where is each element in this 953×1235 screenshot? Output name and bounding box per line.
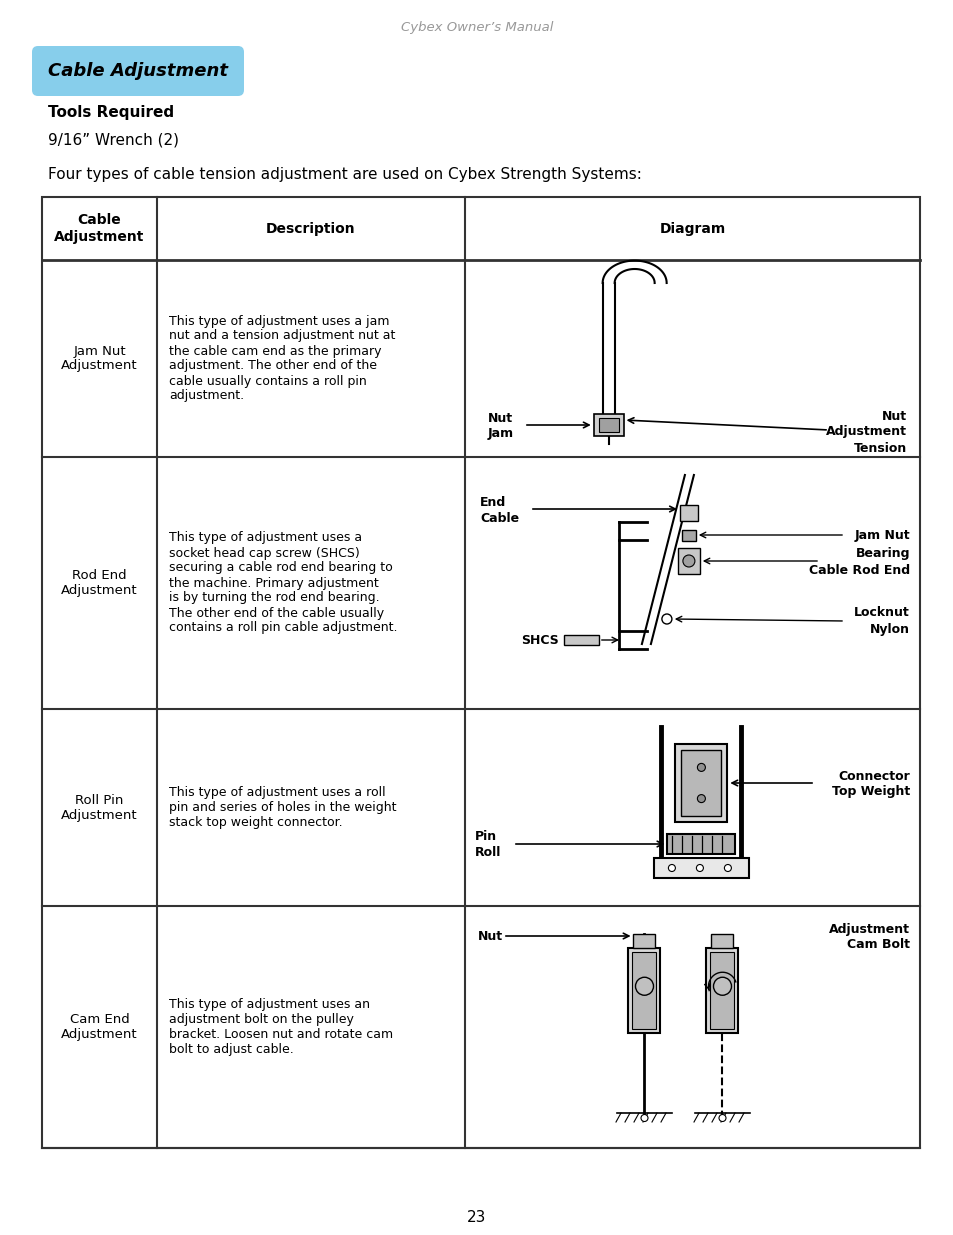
Bar: [593, 414, 623, 436]
Text: Nut: Nut: [477, 930, 502, 942]
Text: 23: 23: [467, 1210, 486, 1225]
Text: Locknut: Locknut: [853, 606, 909, 620]
Bar: [633, 934, 655, 948]
Bar: [711, 934, 733, 948]
Bar: [598, 417, 618, 432]
Text: Cable Rod End: Cable Rod End: [808, 563, 909, 577]
Text: This type of adjustment uses a roll
pin and series of holes in the weight
stack : This type of adjustment uses a roll pin …: [169, 785, 396, 829]
Bar: [563, 635, 598, 645]
Text: Jam: Jam: [488, 427, 514, 441]
Text: Cam Bolt: Cam Bolt: [846, 939, 909, 951]
Text: Tools Required: Tools Required: [48, 105, 174, 120]
Text: End: End: [479, 495, 506, 509]
Text: This type of adjustment uses a
socket head cap screw (SHCS)
securing a cable rod: This type of adjustment uses a socket he…: [169, 531, 397, 635]
FancyBboxPatch shape: [32, 46, 244, 96]
Circle shape: [635, 977, 653, 995]
Text: Roll: Roll: [475, 846, 501, 860]
Circle shape: [719, 1114, 725, 1121]
Text: Diagram: Diagram: [659, 221, 725, 236]
Text: This type of adjustment uses a jam
nut and a tension adjustment nut at
the cable: This type of adjustment uses a jam nut a…: [169, 315, 395, 403]
Text: Four types of cable tension adjustment are used on Cybex Strength Systems:: Four types of cable tension adjustment a…: [48, 168, 641, 183]
Circle shape: [723, 864, 731, 872]
Circle shape: [697, 763, 704, 772]
Circle shape: [668, 864, 675, 872]
Text: SHCS: SHCS: [520, 634, 558, 646]
Bar: [678, 548, 700, 574]
Bar: [675, 743, 726, 823]
Bar: [710, 952, 734, 1029]
Circle shape: [640, 1114, 647, 1121]
Circle shape: [713, 977, 731, 995]
Bar: [628, 948, 659, 1032]
Text: Cybex Owner’s Manual: Cybex Owner’s Manual: [400, 21, 553, 35]
Bar: [680, 750, 720, 816]
Text: Nut: Nut: [488, 411, 513, 425]
Bar: [706, 948, 738, 1032]
Text: Cam End
Adjustment: Cam End Adjustment: [61, 1013, 137, 1041]
Bar: [632, 952, 656, 1029]
Text: This type of adjustment uses an
adjustment bolt on the pulley
bracket. Loosen nu: This type of adjustment uses an adjustme…: [169, 998, 393, 1056]
Bar: [42, 198, 919, 1149]
Circle shape: [682, 555, 694, 567]
Text: Top Weight: Top Weight: [831, 785, 909, 799]
Text: Nut: Nut: [881, 410, 906, 422]
Text: Description: Description: [266, 221, 355, 236]
Text: Rod End
Adjustment: Rod End Adjustment: [61, 569, 137, 597]
Text: Cable
Adjustment: Cable Adjustment: [54, 214, 145, 243]
Circle shape: [697, 794, 704, 803]
Bar: [667, 834, 735, 853]
Text: Adjustment: Adjustment: [825, 426, 906, 438]
Text: Pin: Pin: [475, 830, 497, 844]
Text: Jam Nut: Jam Nut: [854, 529, 909, 541]
Bar: [681, 530, 695, 541]
Text: Cable Adjustment: Cable Adjustment: [48, 62, 228, 80]
Text: Roll Pin
Adjustment: Roll Pin Adjustment: [61, 794, 137, 821]
Text: Jam Nut
Adjustment: Jam Nut Adjustment: [61, 345, 137, 373]
Text: Cable: Cable: [479, 511, 518, 525]
Text: Nylon: Nylon: [869, 622, 909, 636]
Bar: [653, 858, 748, 878]
Text: Tension: Tension: [853, 441, 906, 454]
Text: 9/16” Wrench (2): 9/16” Wrench (2): [48, 132, 179, 147]
Bar: [679, 505, 698, 521]
Text: Adjustment: Adjustment: [828, 923, 909, 935]
Text: Connector: Connector: [838, 769, 909, 783]
Circle shape: [696, 864, 702, 872]
Text: Bearing: Bearing: [855, 547, 909, 561]
